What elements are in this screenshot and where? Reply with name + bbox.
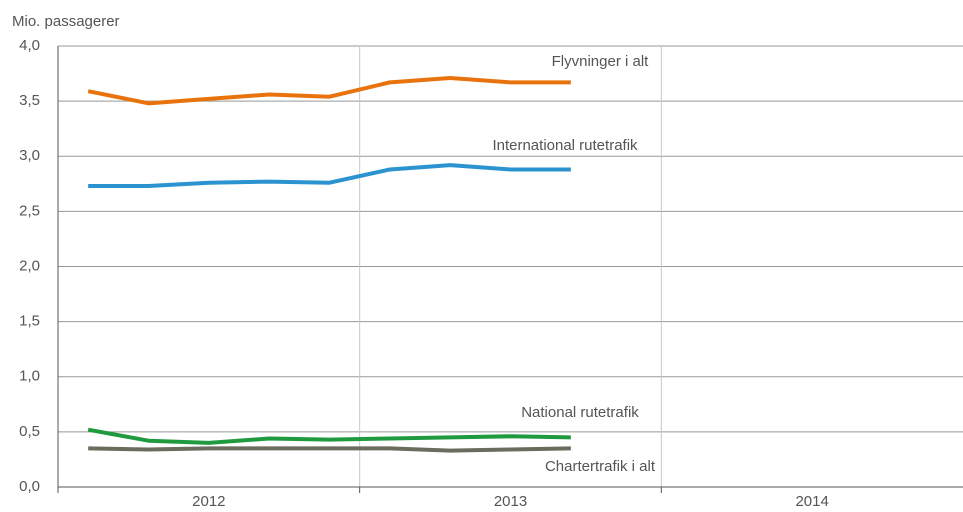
series-label: National rutetrafik <box>521 404 639 421</box>
series-label: Flyvninger i alt <box>552 53 650 70</box>
x-group-label: 2014 <box>795 493 828 510</box>
y-tick-label: 2,5 <box>19 202 40 219</box>
y-tick-label: 1,0 <box>19 368 40 385</box>
series-label: Chartertrafik i alt <box>545 458 656 475</box>
y-tick-label: 3,5 <box>19 92 40 109</box>
x-group-label: 2013 <box>494 493 527 510</box>
y-axis-title: Mio. passagerer <box>12 13 120 30</box>
y-tick-label: 0,0 <box>19 478 40 495</box>
y-tick-label: 4,0 <box>19 37 40 54</box>
series-label: International rutetrafik <box>492 137 638 154</box>
y-tick-label: 1,5 <box>19 313 40 330</box>
x-group-label: 2012 <box>192 493 225 510</box>
series-line <box>88 163 571 189</box>
y-tick-label: 3,0 <box>19 147 40 164</box>
series-line <box>87 75 571 106</box>
series-line <box>87 427 571 445</box>
y-tick-label: 0,5 <box>19 423 40 440</box>
y-tick-label: 2,0 <box>19 257 40 274</box>
series-line <box>88 446 571 453</box>
